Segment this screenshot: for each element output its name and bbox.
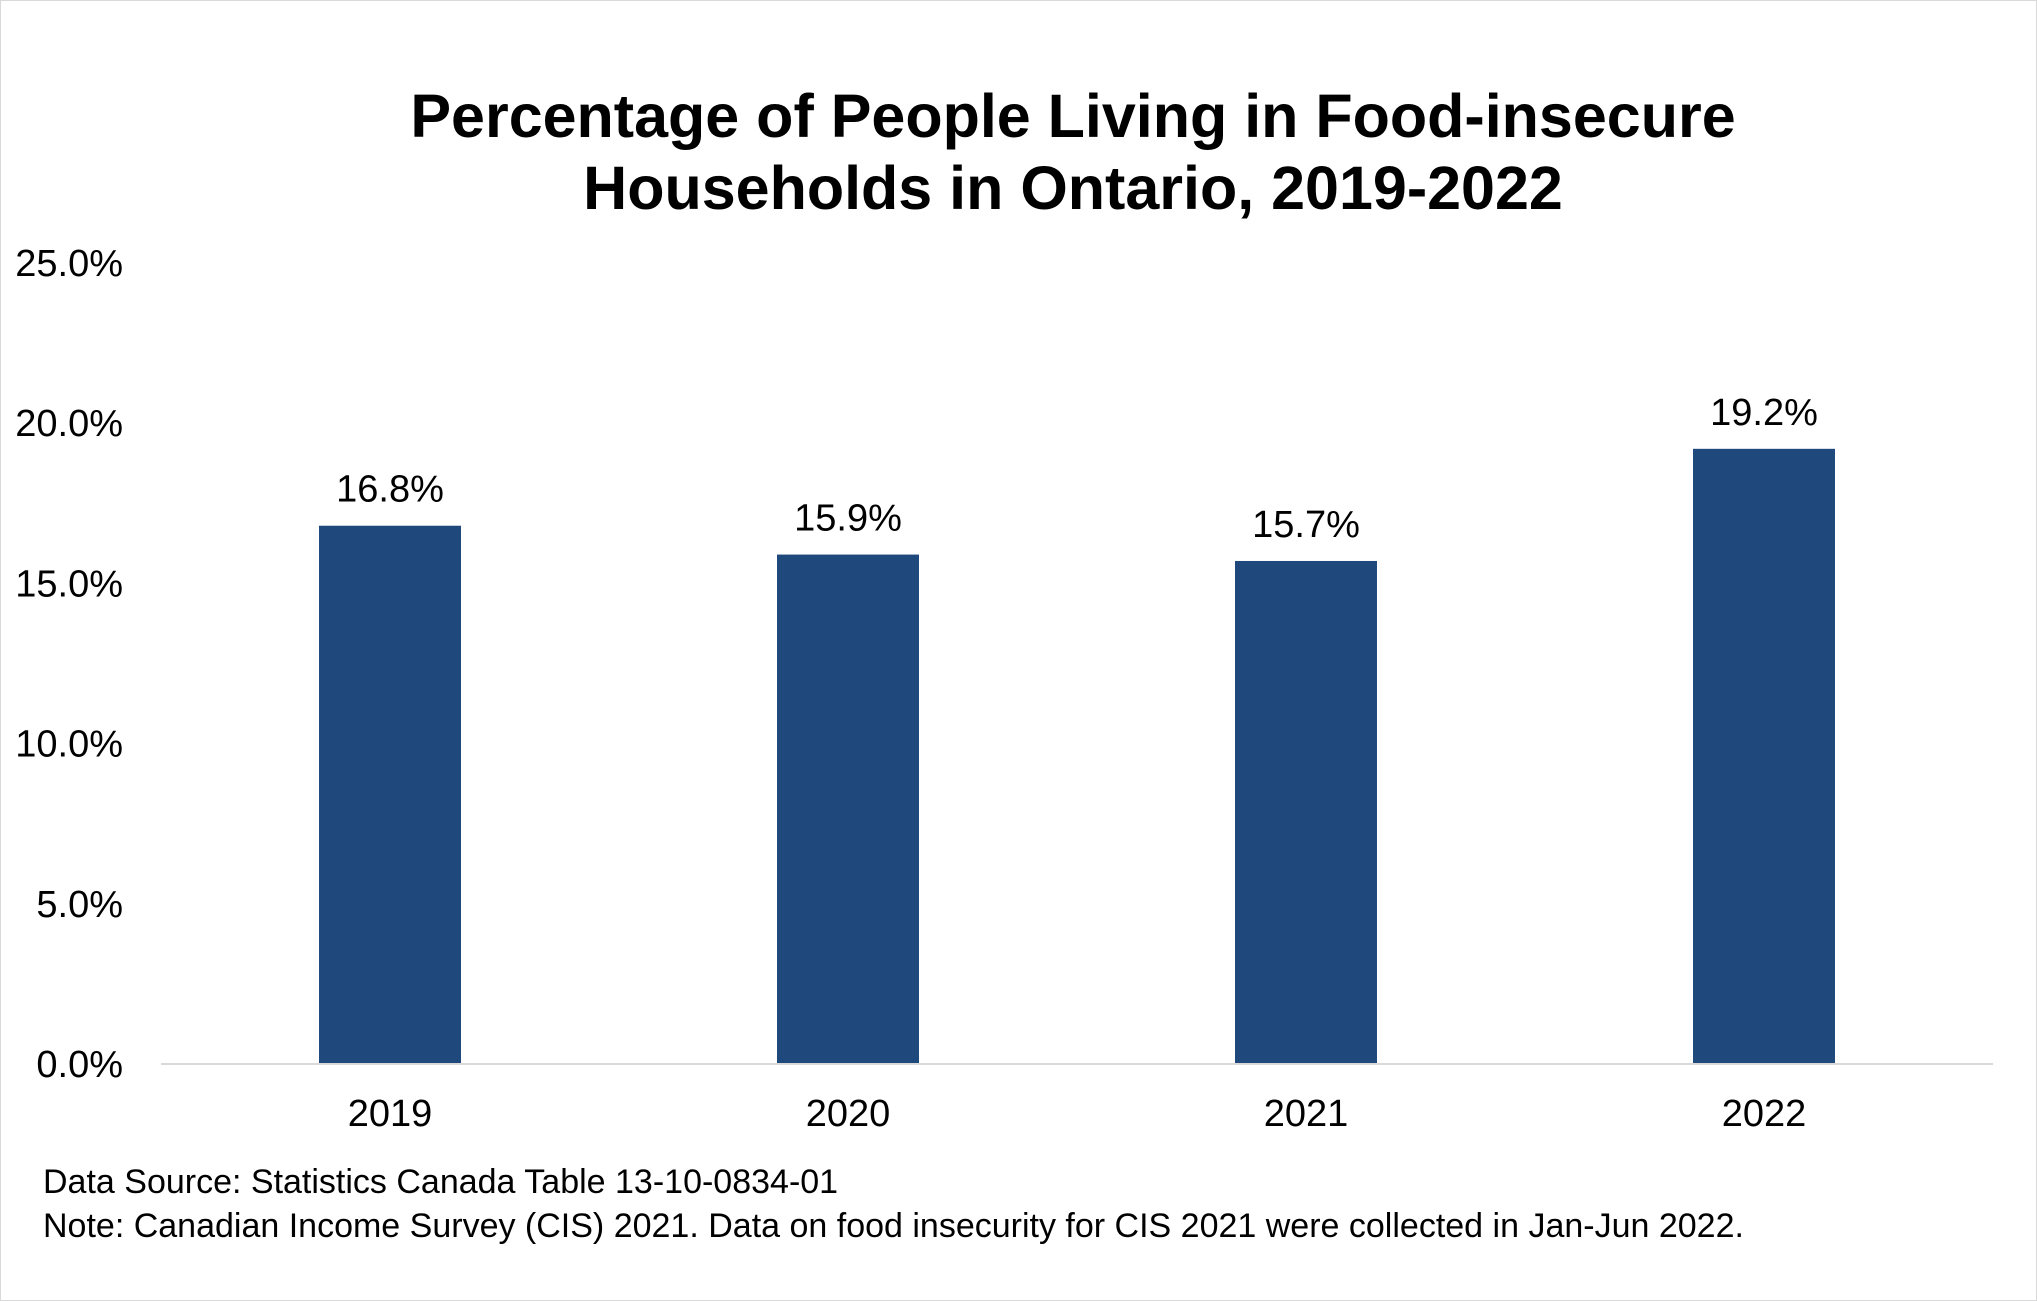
y-tick-label: 10.0% xyxy=(15,724,123,766)
bar-2021 xyxy=(1235,560,1377,1064)
bar-2019 xyxy=(319,525,461,1064)
methodology-note: Note: Canadian Income Survey (CIS) 2021.… xyxy=(43,1207,1744,1245)
y-tick-label: 15.0% xyxy=(15,563,123,605)
y-tick-label: 0.0% xyxy=(36,1044,123,1086)
x-tick-label-2019: 2019 xyxy=(348,1093,433,1135)
bar-2020 xyxy=(777,554,919,1064)
chart-title-line-2: Households in Ontario, 2019-2022 xyxy=(583,154,1563,222)
chart-title-line-1: Percentage of People Living in Food-inse… xyxy=(410,82,1735,150)
data-labels: 16.8% 15.9% 15.7% 19.2% xyxy=(336,392,1818,546)
y-tick-label: 20.0% xyxy=(15,403,123,445)
y-tick-label: 25.0% xyxy=(15,243,123,285)
data-label-2019: 16.8% xyxy=(336,469,444,511)
x-tick-label-2021: 2021 xyxy=(1264,1093,1349,1135)
x-tick-label-2022: 2022 xyxy=(1722,1093,1807,1135)
x-axis-labels: 2019 2020 2021 2022 xyxy=(348,1093,1807,1135)
data-label-2022: 19.2% xyxy=(1710,392,1818,434)
y-axis-labels: 0.0% 5.0% 10.0% 15.0% 20.0% 25.0% xyxy=(15,243,123,1086)
bar-2022 xyxy=(1693,448,1835,1064)
y-tick-label: 5.0% xyxy=(36,884,123,926)
bars xyxy=(319,448,1835,1064)
data-label-2021: 15.7% xyxy=(1252,504,1360,546)
data-source-note: Data Source: Statistics Canada Table 13-… xyxy=(43,1163,839,1201)
data-label-2020: 15.9% xyxy=(794,498,902,540)
x-tick-label-2020: 2020 xyxy=(806,1093,891,1135)
